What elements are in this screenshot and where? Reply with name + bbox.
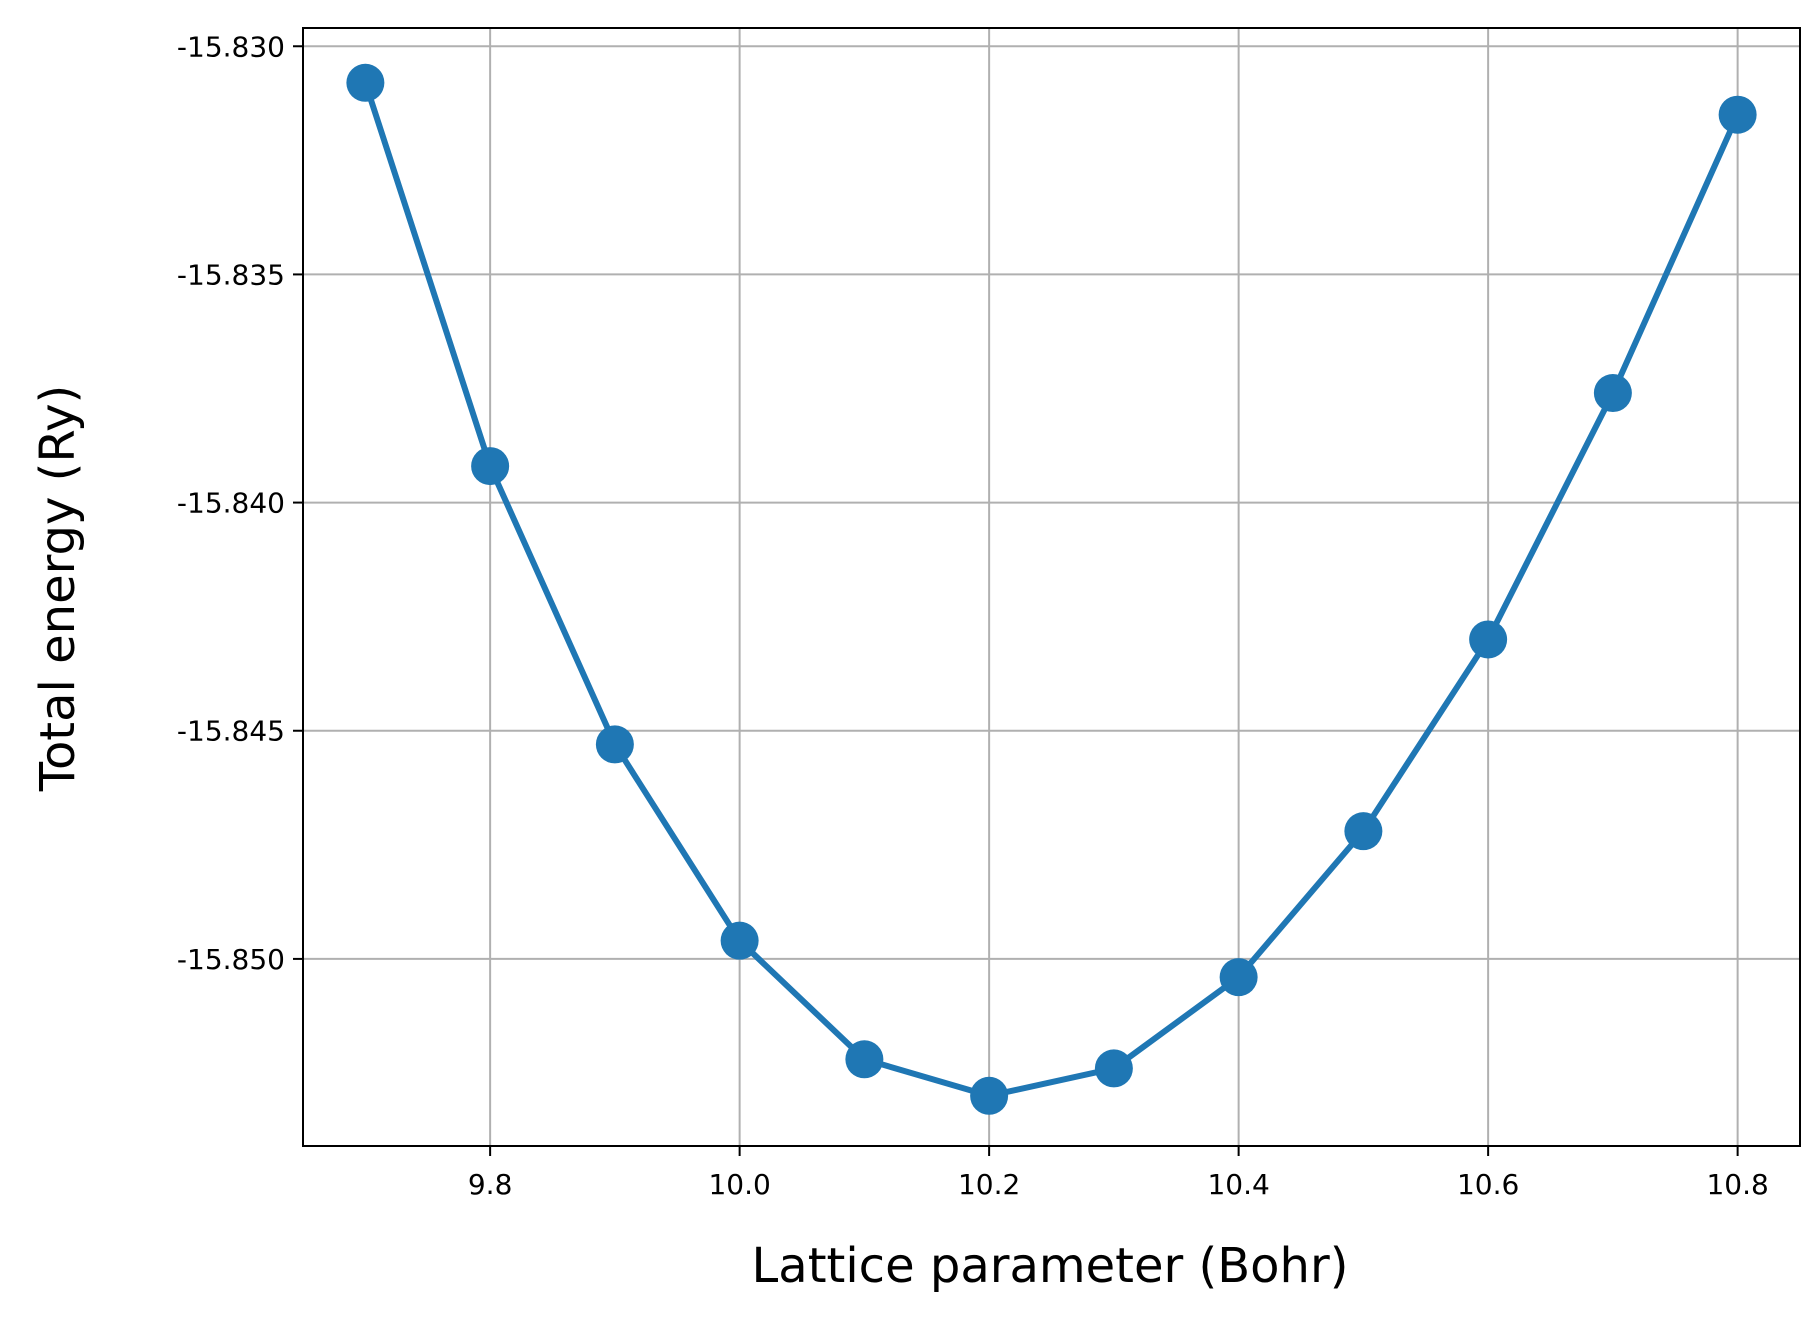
x-tick-label: 10.4 — [1207, 1168, 1269, 1201]
axis-ticks: 9.8 10.0 10.2 10.4 10.6 10.8 -15.830 -15.835 -15… — [177, 30, 1769, 1201]
data-point — [1344, 812, 1383, 851]
x-tick-label: 10.6 — [1457, 1168, 1519, 1201]
data-point — [970, 1076, 1009, 1115]
y-tick-label: -15.835 — [177, 258, 285, 291]
data-point — [595, 725, 634, 764]
x-tick-label: 10.8 — [1706, 1168, 1768, 1201]
data-series — [346, 63, 1757, 1115]
x-tick-label: 10.2 — [958, 1168, 1020, 1201]
y-tick-label: -15.845 — [177, 715, 285, 748]
plot-frame — [302, 27, 1801, 1147]
series-line — [362, 81, 1741, 1099]
data-point — [720, 921, 759, 960]
x-tick-label: 10.0 — [708, 1168, 770, 1201]
y-axis-title: Total energy (Ry) — [30, 385, 86, 792]
data-point — [1094, 1049, 1133, 1088]
x-tick-label: 9.8 — [468, 1168, 513, 1201]
y-tick-label: -15.850 — [177, 943, 285, 976]
data-point — [471, 447, 510, 486]
data-point — [1718, 95, 1757, 134]
data-point — [1219, 958, 1258, 997]
data-point — [1593, 374, 1632, 413]
grid-lines — [303, 28, 1800, 1146]
y-tick-label: -15.840 — [177, 487, 285, 520]
data-point — [346, 63, 385, 102]
x-axis-title: Lattice parameter (Bohr) — [752, 1238, 1349, 1294]
data-point — [1469, 620, 1508, 659]
y-tick-label: -15.830 — [177, 30, 285, 63]
data-point — [845, 1040, 884, 1079]
